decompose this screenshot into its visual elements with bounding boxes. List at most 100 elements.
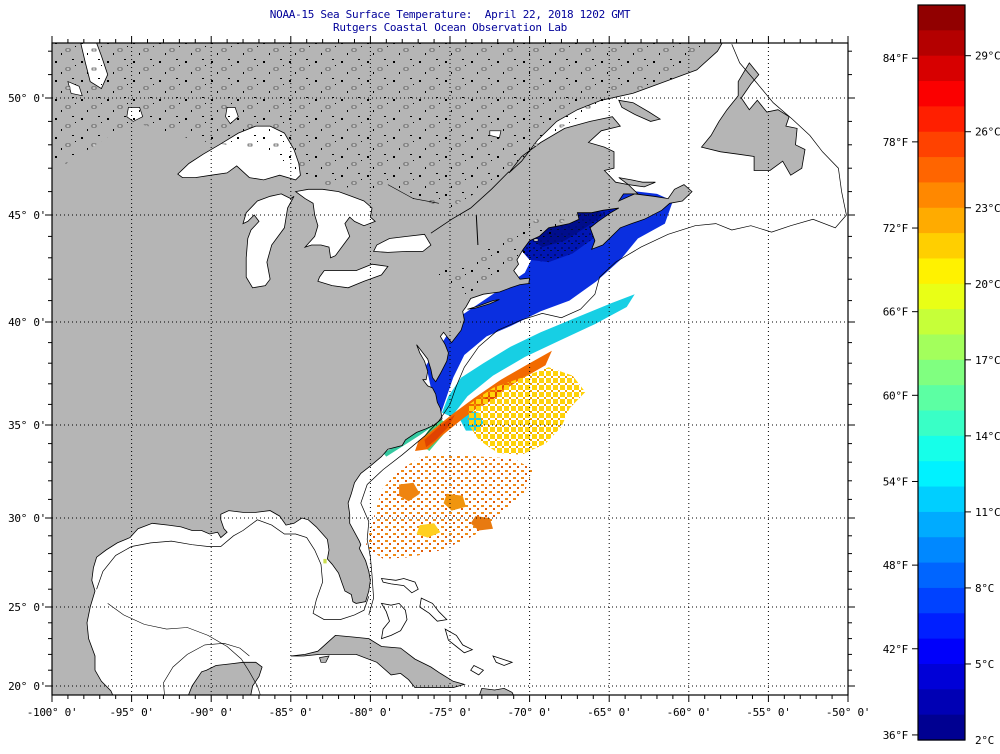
colorbar-step	[918, 410, 965, 437]
colorbar-c-label: 26°C	[975, 126, 1000, 139]
sst-south-blob-4	[416, 523, 441, 538]
land-long-island	[467, 299, 500, 310]
sst-south-blob-2	[443, 493, 466, 511]
colorbar-step	[918, 359, 965, 386]
colorbar-f-label: 78°F	[883, 136, 908, 149]
colorbar-step	[918, 511, 965, 538]
figure-title-line1: NOAA-15 Sea Surface Temperature: April 2…	[269, 8, 631, 21]
colorbar-step	[918, 486, 965, 513]
colorbar: 84°F 78°F 72°F 66°F 60°F 54°F 48°F 42°F 36°F 29°C…	[883, 4, 1000, 747]
sst-cyan-band	[442, 294, 635, 417]
colorbar-step	[918, 106, 965, 133]
lake-champlain	[475, 214, 479, 246]
figure-title-line2: Rutgers Coastal Ocean Observation Lab	[333, 21, 567, 34]
land-pei	[618, 177, 656, 188]
land-yucatan	[188, 661, 263, 695]
colorbar-step	[918, 562, 965, 589]
colorbar-border	[917, 4, 966, 741]
contour-campeche-bank	[163, 642, 250, 695]
colorbar-step	[918, 207, 965, 234]
graticule-layer	[52, 43, 848, 695]
lake-michigan	[242, 193, 295, 289]
colorbar-step	[918, 385, 965, 412]
colorbar-step	[918, 613, 965, 640]
x-tick-label: -55° 0'	[746, 706, 790, 719]
colorbar-step	[918, 157, 965, 184]
colorbar-step	[918, 283, 965, 310]
sst-navy-speckle	[518, 201, 629, 263]
sst-tampa-dot	[323, 558, 327, 564]
y-tick-label: 50° 0'	[8, 92, 46, 105]
colorbar-f-label: 66°F	[883, 306, 908, 319]
y-tick-label: 45° 0'	[8, 209, 46, 222]
colorbar-f-label: 54°F	[883, 475, 908, 488]
colorbar-c-label: 8°C	[975, 582, 994, 595]
colorbar-step	[918, 233, 965, 260]
colorbar-c-label: 29°C	[975, 50, 1000, 63]
bahamas-caicos	[492, 655, 514, 666]
colorbar-c-label: 17°C	[975, 354, 1000, 367]
colorbar-step	[918, 131, 965, 158]
land-speckle-newengland	[434, 215, 570, 295]
map-shapes-layer	[52, 43, 847, 695]
river-st-lawrence	[430, 171, 510, 234]
colorbar-f-label: 72°F	[883, 222, 908, 235]
x-tick-label: -100° 0'	[27, 706, 78, 719]
y-tick-label: 35° 0'	[8, 419, 46, 432]
colorbar-step	[918, 461, 965, 488]
colorbar-step	[918, 55, 965, 82]
colorbar-step	[918, 714, 965, 741]
contour-atlantic-shelf	[360, 44, 847, 615]
sst-south-blob-3	[470, 516, 493, 531]
land-mainland	[52, 43, 723, 695]
colorbar-f-label: 36°F	[883, 729, 908, 742]
x-tick-label: -85° 0'	[269, 706, 313, 719]
x-tick-label: -65° 0'	[587, 706, 631, 719]
colorbar-c-label: 14°C	[975, 430, 1000, 443]
axis-labels: -100° 0' -95° 0' -90° 0' -85° 0' -80° 0' -75°…	[8, 92, 870, 719]
y-tick-label: 30° 0'	[8, 512, 46, 525]
colorbar-c-label: 20°C	[975, 278, 1000, 291]
colorbar-step	[918, 663, 965, 690]
sst-south-blob-1	[399, 482, 420, 502]
lake-erie	[317, 263, 389, 289]
land-cuba	[290, 634, 466, 688]
colorbar-c-label: 5°C	[975, 658, 994, 671]
colorbar-f-label: 84°F	[883, 52, 908, 65]
river-ottawa	[387, 184, 439, 204]
x-tick-label: -75° 0'	[428, 706, 472, 719]
x-tick-label: -70° 0'	[507, 706, 551, 719]
y-tick-label: 25° 0'	[8, 601, 46, 614]
land-hispaniola	[479, 687, 514, 695]
y-tick-label: 20° 0'	[8, 680, 46, 693]
colorbar-f-label: 42°F	[883, 643, 908, 656]
x-tick-label: -90° 0'	[189, 706, 233, 719]
colorbar-step	[918, 587, 965, 614]
sst-blue-main	[426, 189, 673, 415]
bahamas-bank-crooked	[444, 628, 474, 654]
colorbar-step	[918, 638, 965, 665]
colorbar-step	[918, 537, 965, 564]
x-tick-label: -50° 0'	[826, 706, 870, 719]
colorbar-f-label: 48°F	[883, 559, 908, 572]
lake-ontario	[372, 233, 432, 253]
bahamas-bank-andros	[380, 602, 408, 640]
land-speckle-canada	[52, 43, 705, 208]
colorbar-step	[918, 81, 965, 107]
colorbar-c-label: 11°C	[975, 506, 1000, 519]
colorbar-step	[918, 5, 965, 31]
contour-gulf-deep	[107, 603, 261, 695]
land-isle-of-youth	[319, 655, 330, 663]
colorbar-step	[918, 689, 965, 716]
colorbar-c-label: 2°C	[975, 734, 994, 747]
colorbar-step	[918, 334, 965, 361]
x-tick-label: -95° 0'	[109, 706, 153, 719]
land-newfoundland	[700, 62, 806, 176]
colorbar-step	[918, 182, 965, 209]
colorbar-step	[918, 309, 965, 336]
axis-ticks	[45, 36, 855, 702]
colorbar-step	[918, 30, 965, 57]
colorbar-step	[918, 258, 965, 285]
